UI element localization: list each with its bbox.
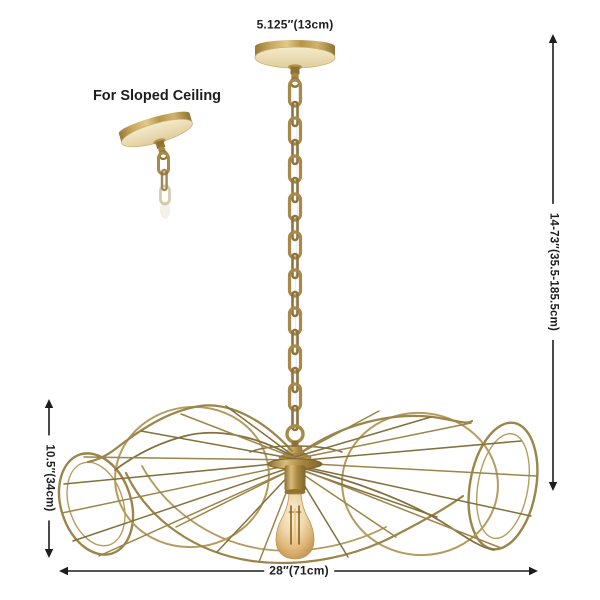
sloped-ceiling-canopy — [116, 106, 201, 219]
wavy-wire-shade — [57, 404, 539, 565]
dim-shade-width-label: 28″(71cm) — [264, 564, 334, 578]
filament — [288, 505, 302, 547]
arrow-down-icon — [44, 549, 54, 558]
arrow-left-icon — [59, 566, 68, 576]
arrow-down-icon — [548, 482, 558, 491]
dim-canopy-width-label: 5.125″(13cm) — [251, 18, 339, 32]
hanging-chain — [287, 78, 303, 432]
sloped-chain — [157, 151, 171, 219]
arrow-up-icon — [548, 34, 558, 43]
dim-shade-height-label: 10.5″(34cm) — [42, 435, 56, 521]
arrow-right-icon — [529, 566, 538, 576]
dim-suspension-height-label: 14-73″(35.5-185.5cm) — [546, 203, 560, 341]
arrow-up-icon — [44, 399, 54, 408]
sloped-ceiling-note: For Sloped Ceiling — [92, 88, 222, 104]
suspension-ring — [285, 424, 305, 444]
edison-bulb — [275, 493, 315, 560]
lamp-socket — [267, 458, 323, 495]
